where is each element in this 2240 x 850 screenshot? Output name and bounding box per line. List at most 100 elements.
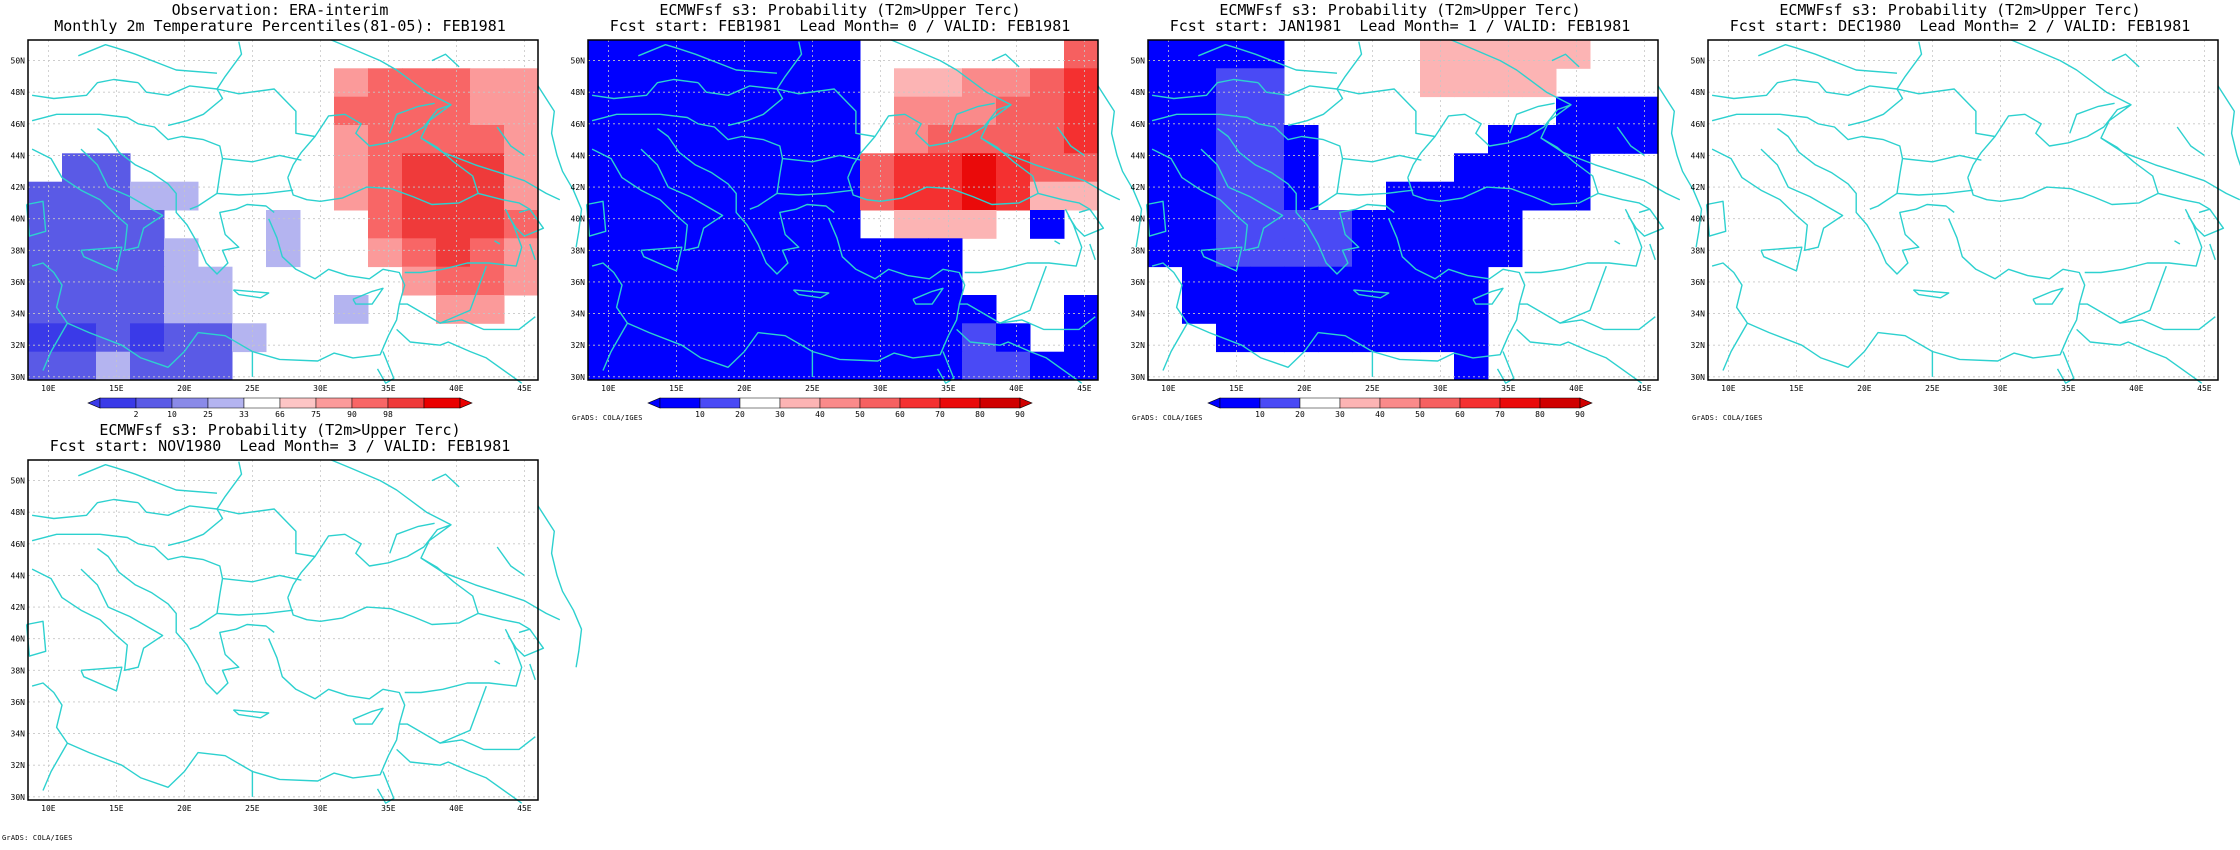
coastline <box>42 322 69 371</box>
coastline <box>1078 208 1090 214</box>
shading-cell <box>1148 68 1183 98</box>
shading-cell <box>894 181 929 211</box>
coastline <box>137 502 224 547</box>
shading-cell <box>1030 153 1065 183</box>
shading-cell <box>334 68 369 98</box>
lat-tick-label: 50N <box>1131 57 1146 66</box>
shading-cell <box>1352 210 1387 239</box>
coastline <box>2011 39 2132 106</box>
lat-tick-label: 42N <box>11 603 26 612</box>
shading-cell <box>860 238 895 268</box>
coastline <box>964 208 1083 274</box>
coastline <box>1614 240 1621 245</box>
lat-tick-label: 36N <box>1691 278 1706 287</box>
map-figure: 10E 15E 20E 25E 30E 35E 40E 45E 30N 32N 34N 36N 38N 4… <box>11 39 583 419</box>
lon-tick-label: 25E <box>245 384 260 393</box>
coastline <box>1722 322 1749 371</box>
shading-cell <box>1182 210 1217 239</box>
colorbar-arrow-right <box>459 397 473 409</box>
colorbar-swatch <box>207 397 245 409</box>
lat-tick-label: 48N <box>1691 88 1706 97</box>
coastline <box>1524 208 1643 274</box>
shading-cell <box>1064 181 1099 211</box>
coastline <box>1516 328 1643 384</box>
shading-cell <box>62 295 97 324</box>
shading-cell <box>470 210 505 239</box>
colorbar-swatch <box>819 397 861 409</box>
shading-cell <box>1064 153 1099 183</box>
coastline <box>2217 85 2240 167</box>
shading-cell <box>588 153 623 183</box>
colorbar: 2 10 25 33 66 75 90 98 <box>87 397 473 419</box>
colorbar-swatch <box>1499 397 1541 409</box>
coastline <box>518 628 530 634</box>
shading-cell <box>1488 238 1523 268</box>
shading-cell <box>894 96 929 126</box>
shading-cell <box>1488 153 1523 183</box>
shading-cell <box>1284 153 1319 183</box>
lon-tick-label: 25E <box>805 384 820 393</box>
shading-cell <box>1284 266 1319 296</box>
coastline <box>1817 82 1904 127</box>
shading-cell <box>1522 181 1557 211</box>
colorbar-swatch <box>1379 397 1421 409</box>
shading-cell <box>860 153 895 183</box>
coastline <box>80 666 123 692</box>
shading-cell <box>622 40 657 69</box>
shading-cell <box>96 153 131 183</box>
lon-tick-label: 35E <box>381 804 396 813</box>
shading-cell <box>622 351 657 381</box>
lon-tick-label: 20E <box>1857 384 1872 393</box>
coastline <box>1896 41 1923 90</box>
shading-cell <box>436 68 471 98</box>
colorbar-label: 30 <box>1335 410 1345 419</box>
coastline <box>78 464 218 494</box>
lon-tick-label: 40E <box>449 804 464 813</box>
coastline <box>2176 126 2205 156</box>
lon-tick-label: 45E <box>2197 384 2212 393</box>
lon-tick-label: 45E <box>1077 384 1092 393</box>
shading-cell <box>1216 40 1251 69</box>
coastline <box>478 192 545 237</box>
coastlines <box>25 39 583 384</box>
lat-tick-label: 32N <box>11 341 26 350</box>
shading-cell <box>826 295 861 324</box>
coastline <box>537 85 583 248</box>
shading-cell <box>690 125 725 154</box>
shading-cell <box>1522 68 1557 98</box>
coastline <box>376 771 395 804</box>
coastline <box>1336 41 1363 90</box>
colorbar-swatch <box>315 397 353 409</box>
lat-tick-label: 42N <box>1691 183 1706 192</box>
lat-tick-label: 40N <box>1691 215 1706 224</box>
shading-cell <box>1182 295 1217 324</box>
lon-tick-label: 45E <box>517 384 532 393</box>
coastline <box>1038 192 1105 237</box>
shading-cell <box>436 238 471 268</box>
shading-cell <box>402 238 437 268</box>
map-frame <box>587 39 1099 381</box>
shading-cell <box>758 323 793 353</box>
shading-cell <box>368 153 403 183</box>
lon-tick-label: 15E <box>109 384 124 393</box>
shading-cell <box>1420 295 1455 324</box>
shading-cell <box>1420 238 1455 268</box>
shading-cell <box>1148 181 1183 211</box>
shading-cell <box>1182 153 1217 183</box>
colorbar-swatch <box>99 397 137 409</box>
lon-tick-label: 30E <box>1993 384 2008 393</box>
lon-tick-label: 10E <box>41 804 56 813</box>
shading-cell <box>130 295 165 324</box>
shading-cell <box>588 323 623 353</box>
shading-cell <box>1488 40 1523 69</box>
shading-cell <box>894 323 929 353</box>
lon-tick-label: 25E <box>1365 384 1380 393</box>
shading-cell <box>1182 238 1217 268</box>
shading-cell <box>724 40 759 69</box>
coastline <box>1711 78 1819 100</box>
shading-cell <box>1064 351 1099 381</box>
coastline <box>1902 154 1982 163</box>
lon-tick-label: 15E <box>1229 384 1244 393</box>
lat-tick-label: 46N <box>11 540 26 549</box>
coastline <box>2079 265 2167 324</box>
